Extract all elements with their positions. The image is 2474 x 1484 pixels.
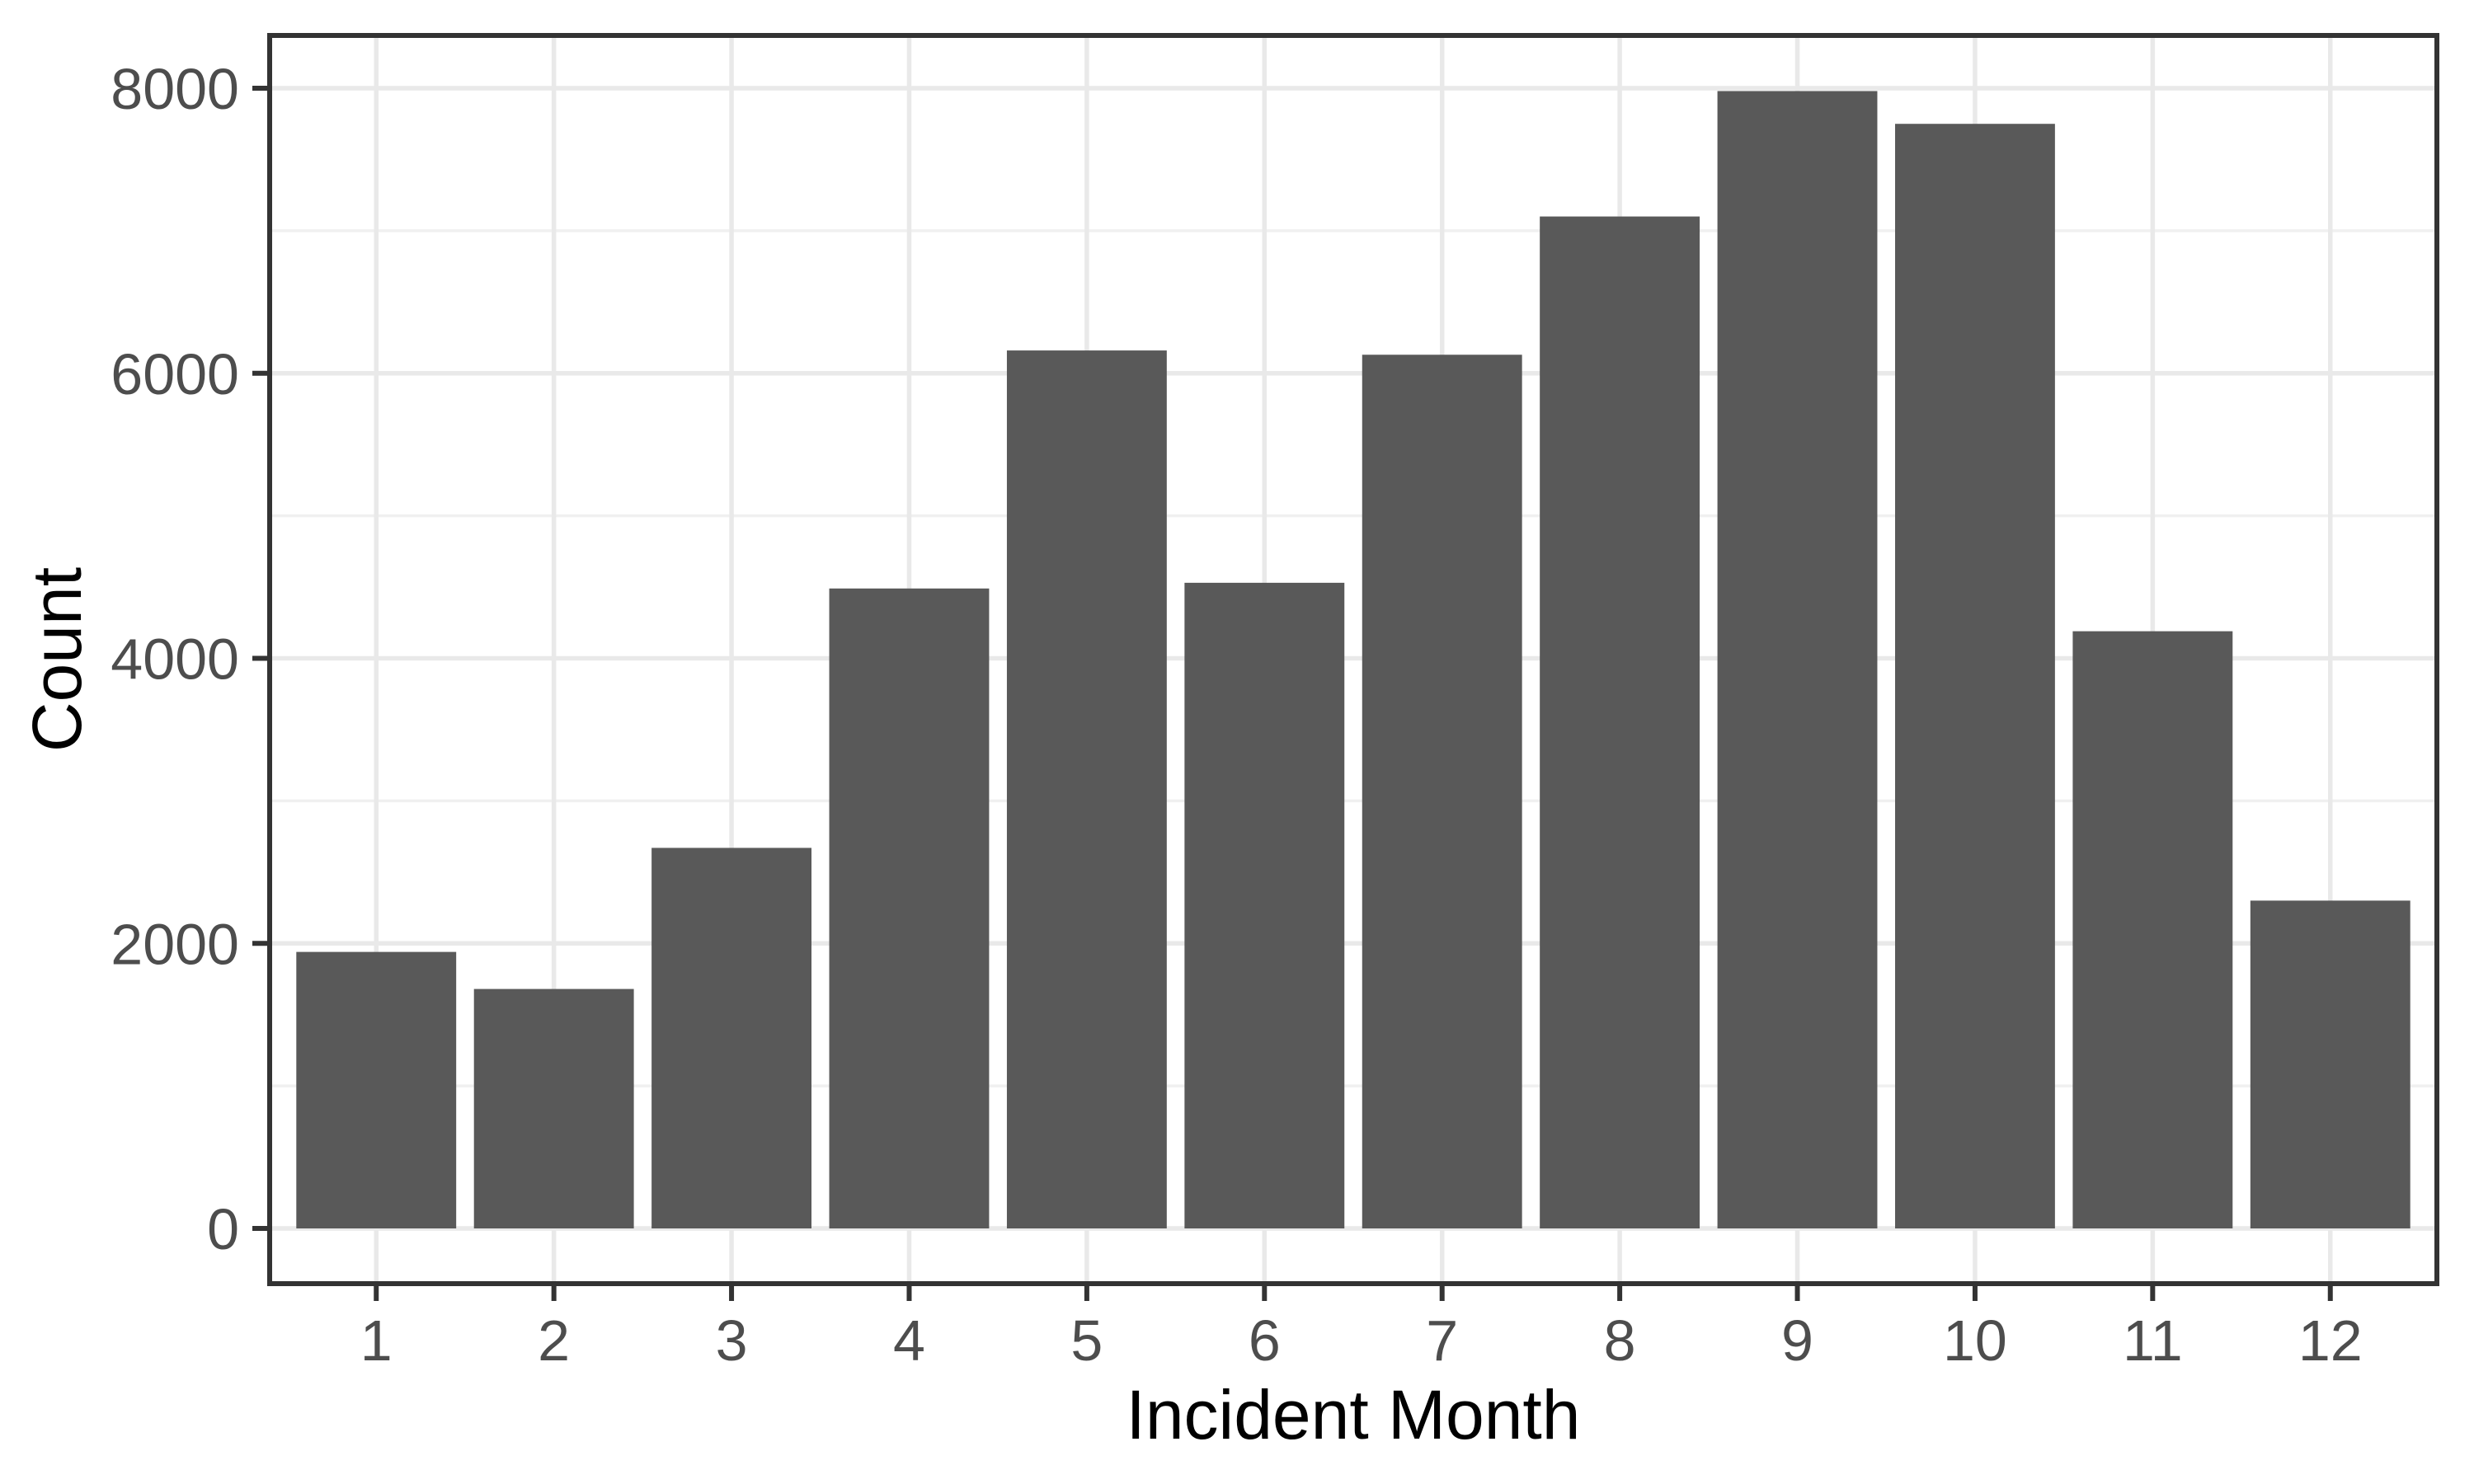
bar-month-5 [1006, 350, 1167, 1229]
bar-month-2 [473, 989, 634, 1228]
x-tick-label: 11 [2123, 1308, 2183, 1373]
bar-month-4 [829, 588, 990, 1228]
bar-month-7 [1362, 355, 1522, 1228]
y-tick-label: 6000 [111, 342, 239, 406]
bar-month-3 [651, 848, 811, 1228]
bar-month-1 [296, 951, 457, 1228]
axis-tick-marks [252, 86, 2333, 1301]
x-tick-label: 9 [1781, 1308, 1813, 1373]
y-tick-label: 8000 [111, 57, 239, 121]
x-tick-label: 1 [360, 1308, 393, 1373]
x-tick-label: 5 [1070, 1308, 1103, 1373]
y-axis-tick-labels: 0 2000 4000 6000 8000 [111, 57, 239, 1261]
x-tick-label: 2 [538, 1308, 570, 1373]
bar-month-6 [1184, 582, 1345, 1228]
x-tick-label: 4 [893, 1308, 925, 1373]
bar-month-11 [2072, 631, 2233, 1228]
y-tick-label: 2000 [111, 912, 239, 976]
bar-month-8 [1540, 216, 1700, 1228]
y-axis-title: Count [18, 567, 96, 752]
x-axis-tick-labels: 1 2 3 4 5 6 7 8 9 10 11 12 [360, 1308, 2363, 1373]
bar-month-10 [1895, 124, 2055, 1228]
x-tick-label: 3 [716, 1308, 748, 1373]
bars [296, 91, 2411, 1229]
y-tick-label: 4000 [111, 627, 239, 692]
x-axis-title: Incident Month [1126, 1376, 1580, 1453]
x-tick-label: 8 [1604, 1308, 1636, 1373]
x-tick-label: 7 [1426, 1308, 1458, 1373]
bar-month-12 [2250, 900, 2411, 1228]
x-tick-label: 6 [1249, 1308, 1281, 1373]
x-tick-label: 12 [2298, 1308, 2363, 1373]
bar-month-9 [1717, 91, 1878, 1228]
x-tick-label: 10 [1943, 1308, 2007, 1373]
y-tick-label: 0 [207, 1197, 239, 1261]
